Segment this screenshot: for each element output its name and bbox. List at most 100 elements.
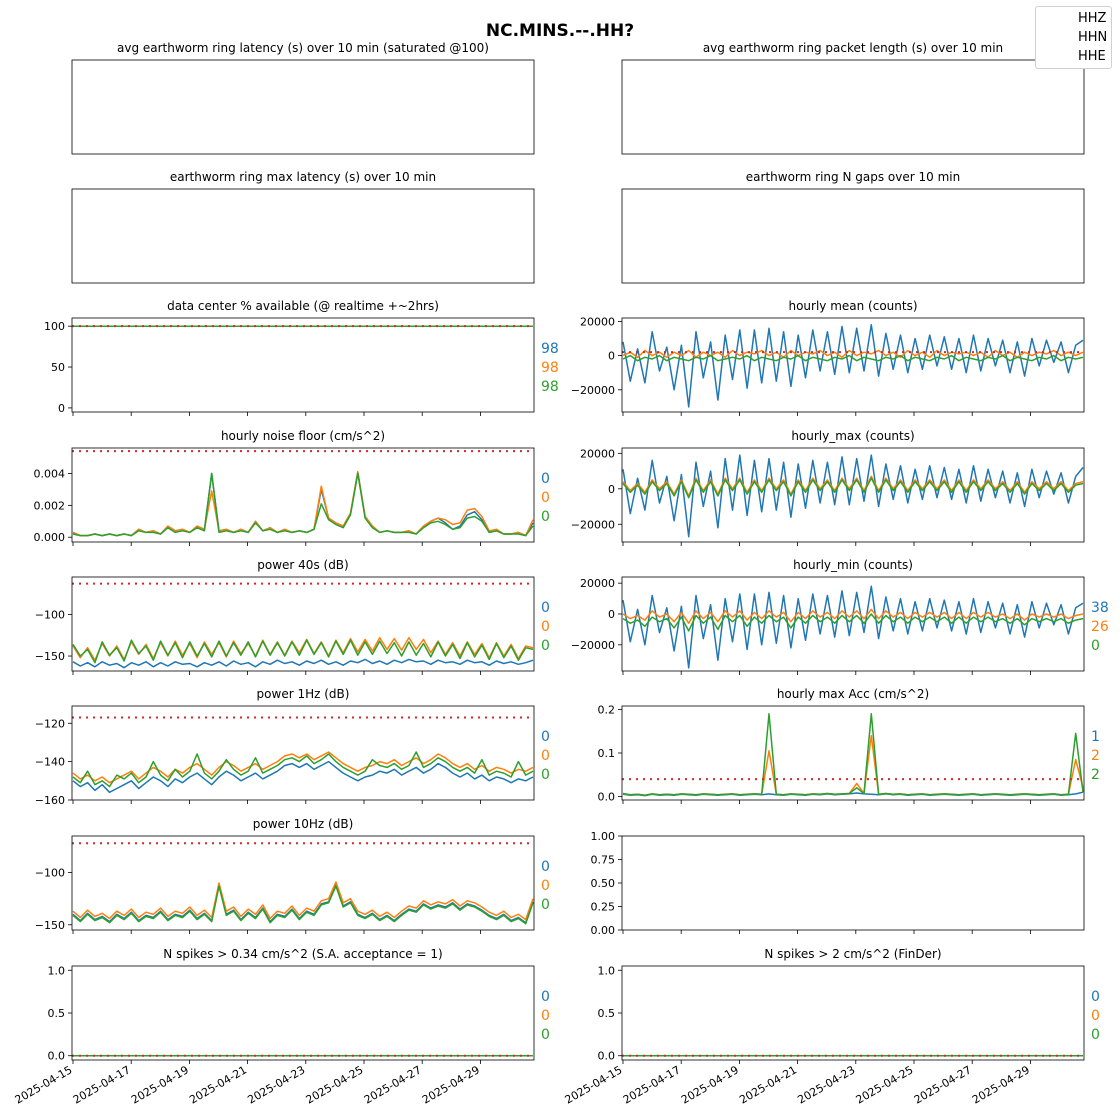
series-line-hhn <box>622 475 1084 497</box>
x-tick-label: 2025-04-29 <box>970 1063 1032 1106</box>
series-line-hhn <box>72 471 534 537</box>
y-tick-label: 0.25 <box>591 901 616 914</box>
panel-title: power 10Hz (dB) <box>253 817 354 831</box>
x-tick-label: 2025-04-21 <box>737 1063 799 1106</box>
plot-area <box>621 447 1085 543</box>
y-tick-label: 1.00 <box>591 830 616 843</box>
series-line-hhz <box>622 454 1084 538</box>
series-line-hhz <box>622 585 1084 669</box>
x-tick-label: 2025-04-23 <box>245 1063 307 1106</box>
summary-value: 0 <box>541 638 550 654</box>
y-tick-label: 50 <box>51 361 65 374</box>
summary-value: 0 <box>541 490 550 506</box>
figure-title: NC.MINS.--.HH? <box>486 21 634 41</box>
panel-title: hourly_max (counts) <box>791 429 914 443</box>
y-tick-label: 1.0 <box>598 964 616 977</box>
y-tick-label: −150 <box>35 650 65 663</box>
series-line-hhe <box>622 477 1084 499</box>
plot-area <box>71 59 535 155</box>
x-tick-label: 2025-04-27 <box>912 1063 974 1106</box>
y-tick-label: −150 <box>35 919 65 932</box>
plot-area <box>71 317 535 413</box>
panel-title: hourly noise floor (cm/s^2) <box>221 429 385 443</box>
x-tick-label: 2025-04-17 <box>71 1063 133 1106</box>
panel-title: earthworm ring max latency (s) over 10 m… <box>170 170 436 184</box>
legend-entry-hhz: HHZ <box>1078 11 1107 26</box>
plot-area <box>621 965 1085 1061</box>
summary-value: 38 <box>1091 600 1109 616</box>
x-tick-label: 2025-04-27 <box>362 1063 424 1106</box>
y-tick-label: 0.2 <box>598 703 616 716</box>
y-tick-label: 0 <box>608 350 615 363</box>
y-tick-label: 0 <box>58 402 65 415</box>
series-line-hhz <box>72 471 534 537</box>
summary-value: 0 <box>1091 638 1100 654</box>
plot-area <box>71 576 535 672</box>
y-tick-label: 100 <box>44 320 65 333</box>
panel-p2: avg earthworm ring packet length (s) ove… <box>621 41 1085 155</box>
y-tick-label: 20000 <box>580 447 615 460</box>
summary-value: 98 <box>541 360 559 376</box>
summary-value: 26 <box>1091 619 1109 635</box>
panel-title: N spikes > 0.34 cm/s^2 (S.A. acceptance … <box>163 947 442 961</box>
panel-p15: N spikes > 0.34 cm/s^2 (S.A. acceptance … <box>13 947 550 1107</box>
y-tick-label: −20000 <box>571 384 615 397</box>
panel-p5: data center % available (@ realtime +~2h… <box>44 299 559 416</box>
series-line-hhz <box>72 658 534 669</box>
panel-p7: hourly noise floor (cm/s^2) 0.004 0.002 0.0… <box>34 429 550 546</box>
y-tick-label: 0.1 <box>598 747 616 760</box>
plot-area <box>71 705 535 801</box>
x-tick-label: 2025-04-15 <box>563 1063 625 1106</box>
panel-title: avg earthworm ring packet length (s) ove… <box>703 41 1003 55</box>
summary-value: 0 <box>541 748 550 764</box>
series-line-hhz <box>622 324 1084 408</box>
summary-value: 0 <box>541 989 550 1005</box>
panel-title: hourly max Acc (cm/s^2) <box>777 687 929 701</box>
y-tick-label: 0.0 <box>598 1050 616 1063</box>
y-tick-label: 0.5 <box>598 1007 616 1020</box>
series-line-hhn <box>72 751 534 784</box>
legend: HHZ HHN HHE <box>1035 6 1112 69</box>
panel-title: power 1Hz (dB) <box>257 687 350 701</box>
summary-value: 0 <box>541 471 550 487</box>
y-tick-label: −160 <box>35 794 65 807</box>
series-line-hhe <box>72 472 534 537</box>
summary-value: 0 <box>541 600 550 616</box>
series-line-hhn <box>622 734 1084 796</box>
y-tick-label: 20000 <box>580 577 615 590</box>
x-tick-label: 2025-04-25 <box>854 1063 916 1106</box>
panel-p14: 1.00 0.75 0.50 0.25 0.00 <box>591 830 1085 937</box>
plot-area <box>621 576 1085 672</box>
panel-title: hourly_min (counts) <box>793 558 913 572</box>
y-tick-label: −20000 <box>571 518 615 531</box>
summary-value: 0 <box>541 1027 550 1043</box>
summary-value: 0 <box>541 619 550 635</box>
summary-value: 0 <box>1091 1027 1100 1043</box>
x-tick-label: 2025-04-23 <box>795 1063 857 1106</box>
plot-area <box>71 188 535 284</box>
panel-p3: earthworm ring max latency (s) over 10 m… <box>71 170 535 284</box>
summary-value: 2 <box>1091 767 1100 783</box>
plot-area <box>71 835 535 931</box>
panel-p11: power 1Hz (dB) −120 −140 −160 0 0 0 <box>35 687 550 807</box>
panel-p4: earthworm ring N gaps over 10 min <box>621 170 1085 284</box>
y-tick-label: 0.50 <box>591 877 616 890</box>
summary-value: 0 <box>541 509 550 525</box>
panel-p12: hourly max Acc (cm/s^2) 0.2 0.1 0.0 1 2 2 <box>598 687 1100 804</box>
summary-value: 0 <box>541 859 550 875</box>
panel-title: avg earthworm ring latency (s) over 10 m… <box>117 41 489 55</box>
y-tick-label: −100 <box>35 867 65 880</box>
y-tick-label: −140 <box>35 756 65 769</box>
series-line-hhe <box>72 639 534 664</box>
y-tick-label: 0.000 <box>34 531 66 544</box>
panel-p8: hourly_max (counts) 20000 0 −20000 <box>571 429 1085 546</box>
y-tick-label: 0.0 <box>598 791 616 804</box>
summary-value: 0 <box>1091 989 1100 1005</box>
plot-area <box>621 705 1085 801</box>
y-tick-label: 0.00 <box>591 924 616 937</box>
x-tick-label: 2025-04-19 <box>129 1063 191 1106</box>
series-line-hhe <box>622 354 1084 362</box>
panel-title: earthworm ring N gaps over 10 min <box>746 170 960 184</box>
summary-value: 0 <box>541 897 550 913</box>
y-tick-label: 1.0 <box>48 964 66 977</box>
